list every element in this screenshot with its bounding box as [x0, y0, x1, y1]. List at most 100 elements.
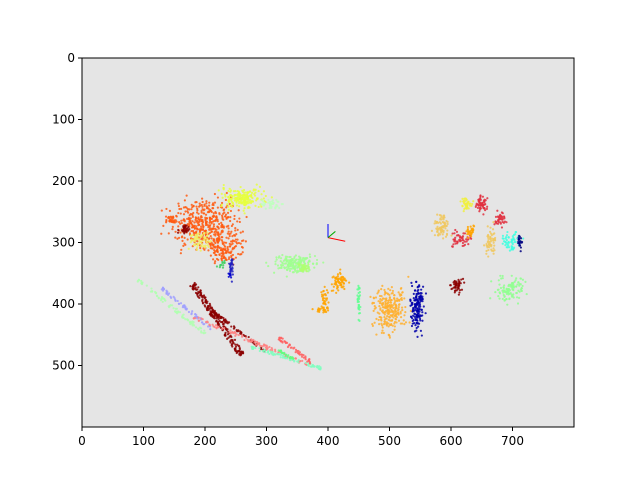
scatter-point	[299, 257, 302, 260]
scatter-point	[231, 342, 234, 346]
scatter-point	[404, 305, 407, 309]
scatter-point	[201, 234, 204, 237]
scatter-point	[378, 301, 382, 305]
scatter-point	[223, 248, 227, 251]
scatter-point	[213, 201, 217, 204]
scatter-point	[207, 249, 210, 252]
scatter-point	[497, 219, 500, 222]
scatter-point	[200, 295, 203, 298]
scatter-point	[457, 282, 461, 285]
scatter-point	[250, 340, 253, 343]
scatter-point	[268, 352, 271, 356]
scatter-point	[414, 296, 418, 299]
scatter-point	[200, 330, 203, 333]
scatter-point	[212, 316, 215, 319]
scatter-point	[385, 309, 388, 312]
scatter-point	[386, 312, 389, 315]
scatter-point	[399, 294, 402, 297]
scatter-point	[452, 243, 455, 246]
scatter-point	[241, 352, 245, 355]
scatter-point	[498, 283, 501, 286]
scatter-point	[512, 293, 515, 296]
scatter-point	[165, 221, 168, 224]
scatter-point	[298, 263, 301, 266]
scatter-point	[386, 302, 389, 305]
scatter-point	[302, 353, 305, 357]
scatter-point	[220, 255, 223, 258]
scatter-point	[507, 241, 510, 244]
scatter-point	[177, 202, 180, 205]
scatter-point	[234, 238, 237, 241]
scatter-point	[501, 220, 504, 224]
scatter-point	[455, 230, 459, 233]
scatter-point	[285, 266, 288, 269]
scatter-point	[180, 219, 183, 222]
scatter-point	[440, 228, 444, 231]
scatter-point	[482, 213, 485, 216]
scatter-point	[486, 197, 489, 200]
scatter-point	[231, 223, 234, 226]
scatter-point	[237, 241, 240, 245]
scatter-point	[512, 283, 515, 286]
scatter-point	[227, 237, 230, 240]
scatter-point	[508, 246, 511, 249]
scatter-point	[221, 266, 225, 269]
scatter-point	[239, 242, 242, 245]
scatter-point	[248, 198, 252, 202]
scatter-point	[422, 305, 425, 308]
scatter-point	[300, 263, 303, 266]
scatter-point	[415, 298, 418, 301]
scatter-point	[297, 349, 300, 353]
scatter-point	[187, 247, 190, 250]
scatter-point	[458, 280, 461, 283]
scatter-point	[339, 272, 342, 276]
scatter-point	[201, 197, 204, 200]
scatter-point	[440, 226, 443, 229]
scatter-point	[334, 283, 338, 286]
scatter-point	[240, 350, 243, 353]
scatter-point	[209, 217, 213, 220]
scatter-point	[482, 244, 486, 247]
scatter-point	[397, 312, 400, 315]
scatter-point	[341, 280, 344, 283]
scatter-point	[201, 245, 205, 248]
scatter-point	[292, 347, 295, 350]
scatter-point	[184, 225, 187, 228]
scatter-point	[387, 325, 390, 328]
scatter-point	[210, 227, 214, 230]
scatter-point	[196, 219, 199, 223]
scatter-point	[275, 256, 278, 259]
scatter-point	[399, 316, 403, 319]
scatter-point	[454, 228, 457, 232]
scatter-point	[443, 216, 446, 219]
scatter-point	[258, 185, 262, 189]
scatter-point	[463, 207, 466, 211]
scatter-point	[415, 326, 418, 330]
scatter-point	[454, 289, 457, 292]
scatter-point	[409, 315, 413, 318]
scatter-point	[277, 256, 280, 259]
scatter-point	[239, 185, 242, 189]
scatter-point	[145, 284, 148, 287]
scatter-point	[322, 290, 325, 293]
scatter-point	[404, 321, 408, 324]
scatter-point	[307, 358, 311, 361]
scatter-point	[187, 310, 191, 314]
scatter-point	[435, 221, 439, 224]
scatter-point	[212, 258, 215, 261]
scatter-points	[136, 183, 528, 371]
scatter-point	[180, 207, 183, 211]
scatter-point	[510, 238, 513, 241]
scatter-point	[193, 240, 197, 243]
scatter-point	[214, 234, 217, 237]
scatter-point	[201, 221, 205, 224]
scatter-point	[439, 222, 443, 225]
scatter-point	[261, 345, 264, 348]
scatter-point	[235, 351, 238, 355]
scatter-point	[313, 365, 316, 368]
scatter-point	[218, 319, 221, 323]
scatter-point	[421, 285, 425, 288]
scatter-point	[381, 326, 384, 329]
scatter-point	[507, 291, 510, 294]
scatter-point	[233, 331, 236, 334]
